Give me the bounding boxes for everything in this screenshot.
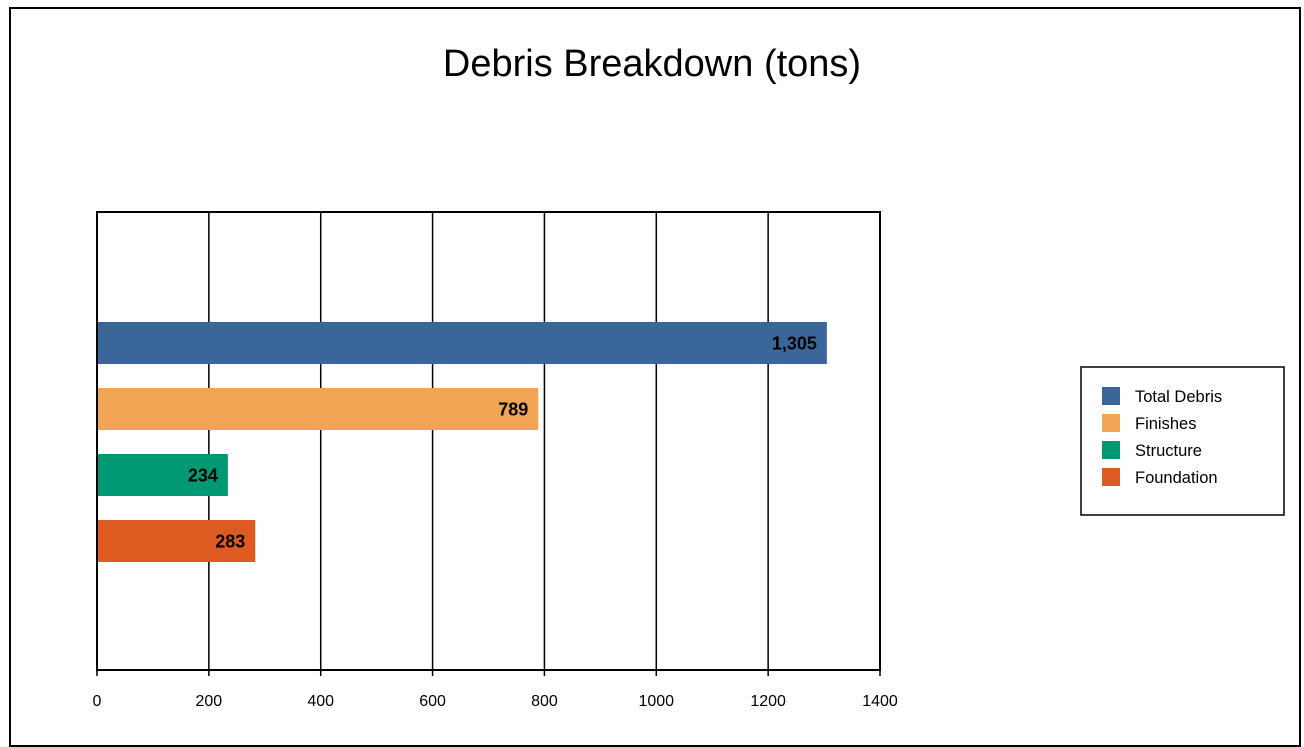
legend-swatch: [1102, 414, 1120, 432]
x-tick-label: 400: [307, 693, 334, 710]
bar-finishes: [97, 388, 539, 430]
legend-label: Finishes: [1135, 415, 1196, 433]
plot-area-border: [96, 211, 881, 671]
bar-structure: [97, 454, 228, 496]
x-tick-label: 200: [196, 693, 223, 710]
x-tick-label: 600: [419, 693, 446, 710]
bar-foundation: [97, 520, 256, 562]
legend-label: Structure: [1135, 442, 1202, 460]
legend-label: Foundation: [1135, 469, 1218, 487]
x-tick-label: 1200: [750, 693, 786, 710]
legend-swatch: [1102, 441, 1120, 459]
x-tick-label: 0: [93, 693, 102, 710]
data-label: 234: [188, 466, 218, 486]
bar-chart: Debris Breakdown (tons) 1,305 789 234 283 0…: [93, 43, 1285, 710]
gridlines: [208, 212, 769, 670]
legend: Total Debris Finishes Structure Foundation: [1080, 366, 1285, 516]
legend-label: Total Debris: [1135, 388, 1222, 406]
x-axis-ticks: 0 200 400 600 800 1000 1200 1400: [93, 670, 898, 710]
data-label: 789: [498, 400, 528, 420]
x-tick-label: 800: [531, 693, 558, 710]
bar-total-debris: [97, 322, 827, 364]
x-tick-label: 1000: [638, 693, 674, 710]
legend-swatch: [1102, 387, 1120, 405]
data-label: 283: [215, 532, 245, 552]
chart-title: Debris Breakdown (tons): [443, 43, 861, 85]
x-tick-label: 1400: [862, 693, 898, 710]
legend-swatch: [1102, 468, 1120, 486]
bars: 1,305 789 234 283: [97, 322, 827, 562]
data-label: 1,305: [772, 334, 817, 354]
